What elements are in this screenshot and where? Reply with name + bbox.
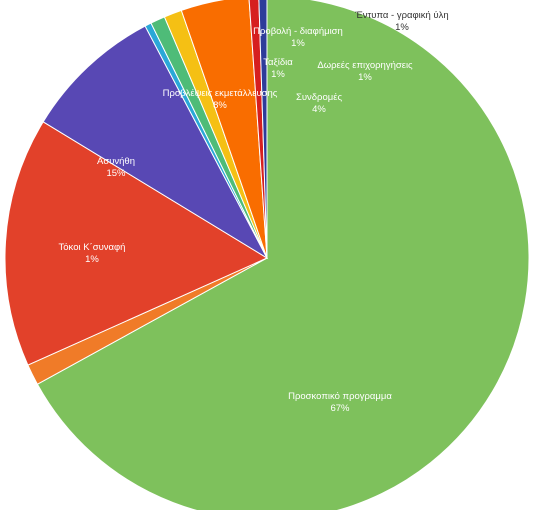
slice-percent-label: 67%	[330, 403, 350, 414]
slice-percent-label: 1%	[271, 69, 285, 80]
pie-slice	[180, 0, 268, 259]
slice-percent-label: 1%	[395, 22, 409, 33]
slice-percent-label: 8%	[213, 100, 227, 111]
slice-percent-label: 4%	[312, 104, 326, 115]
slice-label: Συνδρομές	[296, 92, 343, 103]
slice-label: Ασυνήθη	[97, 156, 135, 167]
slice-label: Δωρεές επιχορηγήσεις	[317, 60, 413, 71]
slice-label: Προβλέψεις εκμετάλλευσης	[163, 88, 278, 99]
slice-label: Ταξίδια	[263, 57, 293, 68]
slice-label: Προσκοπικό προγραμμα	[288, 391, 392, 402]
slice-label: Προβολή - διαφήμιση	[253, 26, 343, 37]
pie-slice	[248, 0, 268, 259]
pie-slices	[4, 0, 530, 510]
pie-slice	[42, 25, 269, 260]
slice-percent-label: 1%	[358, 72, 372, 83]
slice-label: Έντυπα - γραφική ύλη	[354, 10, 448, 21]
slice-percent-label: 15%	[106, 168, 126, 179]
pie-slice	[4, 121, 269, 366]
slice-percent-label: 1%	[85, 254, 99, 265]
slice-label: Τόκοι Κ΄συναφή	[59, 242, 126, 253]
slice-percent-label: 1%	[291, 38, 305, 49]
pie-slice	[36, 0, 530, 510]
pie-slice	[258, 0, 268, 259]
